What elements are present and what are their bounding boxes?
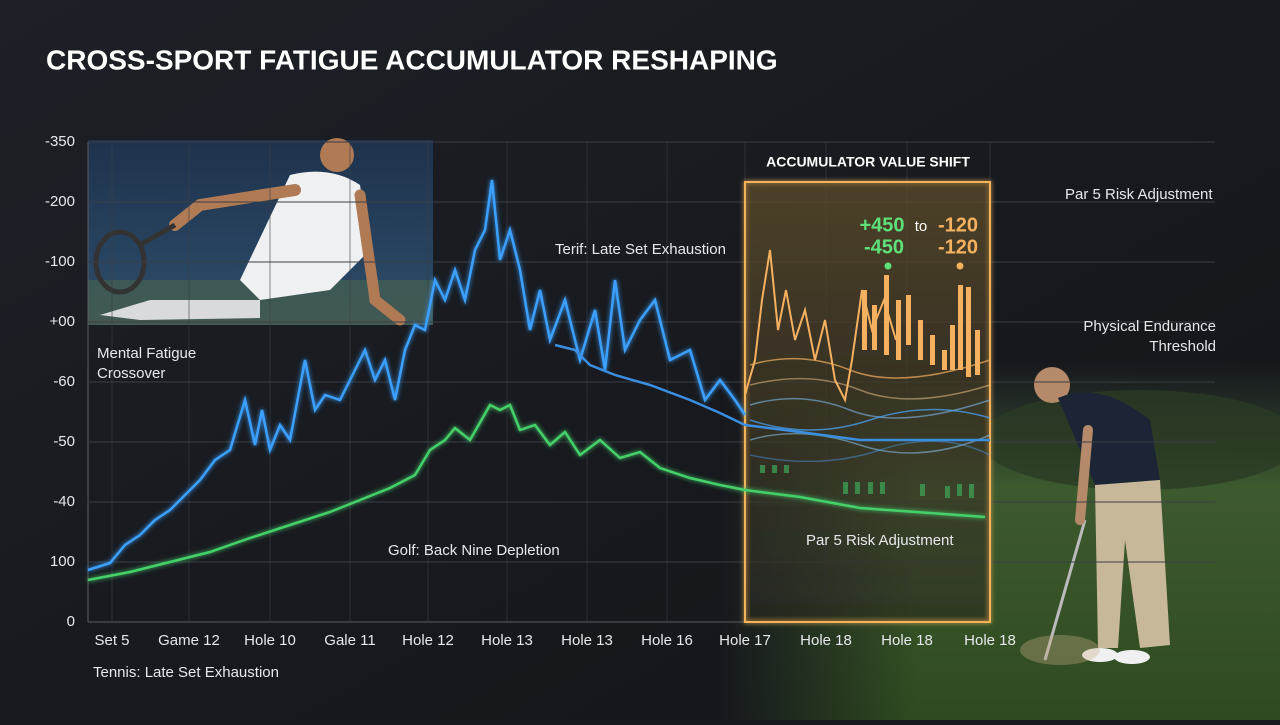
x-tick-label: Hole 17 <box>719 632 771 649</box>
tennis-player <box>93 138 406 326</box>
grid <box>87 141 1215 623</box>
x-tick-label: Hole 18 <box>800 632 852 649</box>
orange-line <box>744 249 897 404</box>
shift-panel <box>744 181 991 623</box>
y-tick-label: 0 <box>67 613 75 630</box>
golfer <box>1020 367 1170 665</box>
shift-from-top: +450 <box>859 214 904 236</box>
panel-bars <box>862 275 980 377</box>
annotation: Threshold <box>1149 338 1216 355</box>
tennis-line <box>87 179 747 572</box>
y-tick-label: -40 <box>53 493 75 510</box>
x-tick-label: Hole 12 <box>402 632 454 649</box>
marker <box>884 262 892 270</box>
shift-from-bottom: -450 <box>864 236 904 258</box>
annotation: Tennis: Late Set Exhaustion <box>93 664 279 681</box>
shift-to-bottom: -120 <box>938 236 978 258</box>
y-tick-label: -50 <box>53 433 75 450</box>
y-tick-label: -350 <box>45 133 75 150</box>
y-tick-label: -100 <box>45 253 75 270</box>
shift-joiner: to <box>915 218 928 235</box>
x-tick-label: Hole 10 <box>244 632 296 649</box>
golf-line <box>87 403 986 582</box>
x-tick-label: Game 12 <box>158 632 220 649</box>
panel-title: ACCUMULATOR VALUE SHIFT <box>766 154 970 170</box>
y-tick-label: -60 <box>53 373 75 390</box>
y-tick-label: +00 <box>50 313 75 330</box>
annotation: Golf: Back Nine Depletion <box>388 542 560 559</box>
annotation: Mental Fatigue <box>97 345 196 362</box>
shift-to-top: -120 <box>938 214 978 236</box>
x-tick-label: Gale 11 <box>324 632 375 649</box>
marker <box>956 262 964 270</box>
x-tick-label: Hole 18 <box>964 632 1016 649</box>
x-tick-label: Hole 18 <box>881 632 933 649</box>
x-tick-label: Hole 13 <box>481 632 533 649</box>
x-tick-label: Set 5 <box>94 632 129 649</box>
annotation: Crossover <box>97 365 165 382</box>
x-tick-label: Hole 16 <box>641 632 693 649</box>
annotation: Par 5 Risk Adjustment <box>806 532 954 549</box>
x-tick-label: Hole 13 <box>561 632 613 649</box>
panel-green-bars <box>760 465 974 498</box>
tennis-trend <box>554 343 990 442</box>
annotation: Physical Endurance <box>1083 318 1216 335</box>
y-tick-label: 100 <box>50 553 75 570</box>
y-tick-label: -200 <box>45 193 75 210</box>
annotation: Par 5 Risk Adjustment <box>1065 186 1213 203</box>
title: CROSS-SPORT FATIGUE ACCUMULATOR RESHAPIN… <box>46 44 778 75</box>
annotation: Terif: Late Set Exhaustion <box>555 241 726 258</box>
